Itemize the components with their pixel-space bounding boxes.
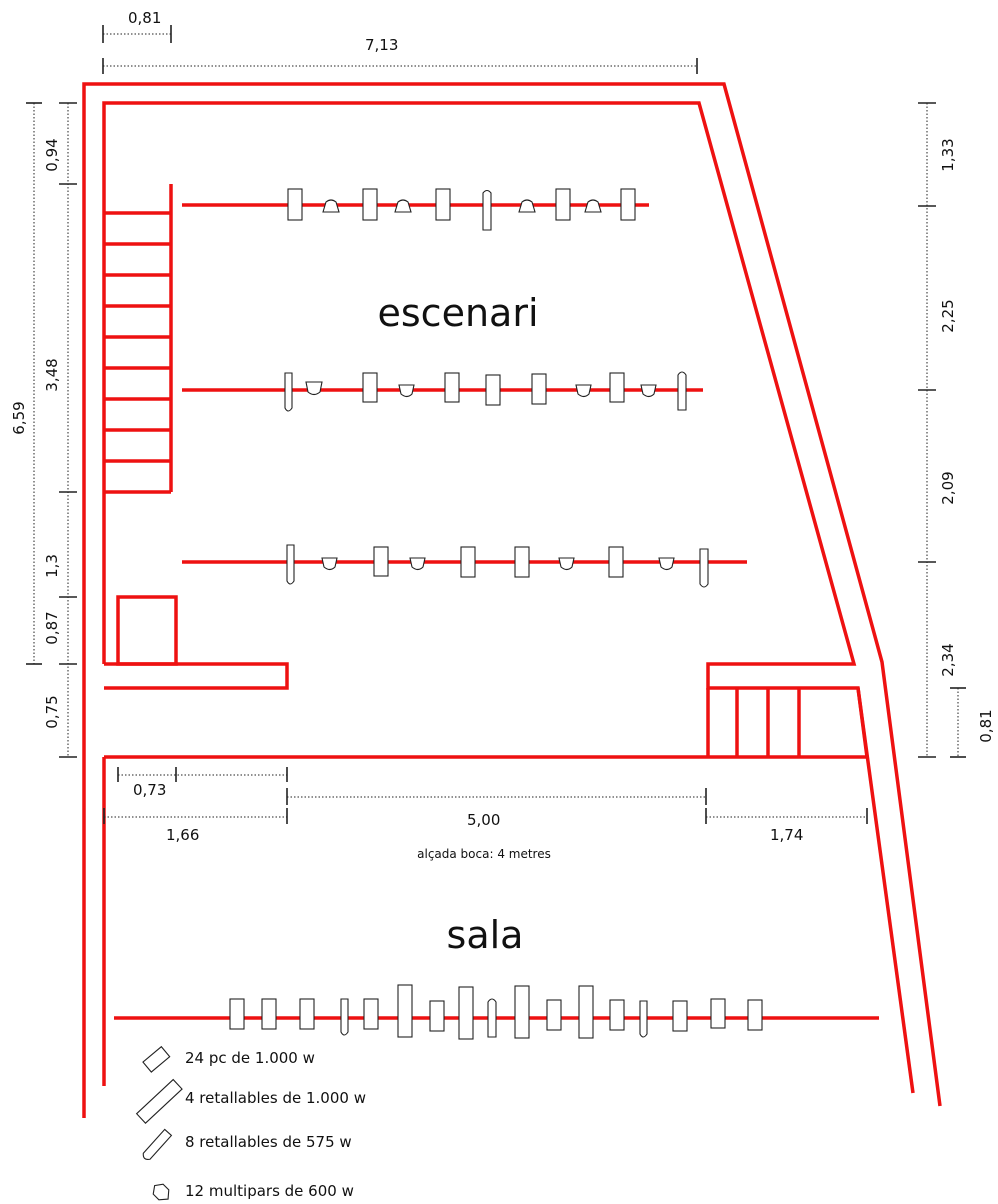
left-small-box [116, 595, 178, 666]
dim-left-4: 0,87 [43, 611, 61, 644]
pc-spot-icon [229, 998, 245, 1030]
legend-text-large-profile: 4 retallables de 1.000 w [185, 1089, 366, 1107]
outer-wall [82, 82, 942, 1118]
legend-item-pc: 24 pc de 1.000 w [142, 1045, 315, 1073]
pc-spot-icon [608, 546, 624, 578]
pc-spot-icon [373, 546, 389, 577]
large-profile-spot-icon [578, 985, 594, 1039]
pc-spot-icon [362, 372, 378, 403]
hall-label: sala [447, 913, 524, 957]
pc-spot-icon [287, 188, 303, 221]
pc-spot-icon [555, 188, 571, 221]
pc-spot-icon [429, 1000, 445, 1032]
right-staircase [706, 688, 801, 757]
pc-spot-icon [299, 998, 315, 1030]
pc-spot-icon [485, 374, 501, 406]
par-can-icon [322, 199, 340, 213]
pc-spot-icon [435, 188, 451, 221]
large-profile-spot-icon [135, 1078, 183, 1124]
pc-spot-icon [546, 999, 562, 1031]
pc-spot-icon [620, 188, 636, 221]
pc-spot-icon [261, 998, 277, 1030]
pc-spot-icon [672, 1000, 688, 1032]
small-profile-spot-icon [482, 189, 492, 231]
dim-bottom-right: 1,74 [770, 826, 803, 844]
dimension-labels: 0,81 7,13 6,59 0,94 3,48 1,3 0,87 0,75 1… [10, 9, 995, 844]
par-can-icon [518, 199, 536, 213]
dim-right-2: 2,25 [939, 299, 957, 332]
par-can-icon [558, 557, 575, 571]
dim-left-total: 6,59 [10, 401, 28, 434]
dim-top-total: 7,13 [365, 36, 398, 54]
small-profile-spot-icon [286, 544, 295, 585]
dim-bottom-left: 1,66 [166, 826, 199, 844]
par-can-icon [398, 384, 415, 398]
inner-wall [102, 101, 869, 758]
pc-spot-icon [710, 998, 726, 1029]
fixtures [229, 188, 763, 1040]
par-can-icon [584, 199, 602, 213]
par-can-icon [394, 199, 412, 213]
legend: 24 pc de 1.000 w 4 retallables de 1.000 … [135, 1045, 366, 1201]
par-can-icon [321, 557, 338, 571]
dim-right-3: 2,09 [939, 471, 957, 504]
dim-left-5: 0,75 [43, 695, 61, 728]
walls [82, 82, 942, 1118]
pc-spot-icon [142, 1045, 171, 1073]
dim-bottom-small: 0,73 [133, 781, 166, 799]
left-platform [104, 662, 289, 690]
dimension-lines [26, 25, 966, 824]
pc-spot-icon [444, 372, 460, 403]
right-wall-hall [856, 687, 915, 1094]
dim-top-small: 0,81 [128, 9, 161, 27]
legend-item-large-profile: 4 retallables de 1.000 w [135, 1078, 366, 1124]
pc-spot-icon [531, 373, 547, 405]
dim-left-2: 3,48 [43, 358, 61, 391]
opening-height-note: alçada boca: 4 metres [417, 847, 551, 861]
pc-spot-icon [609, 999, 625, 1031]
par-can-icon [152, 1183, 170, 1201]
pc-spot-icon [609, 372, 625, 403]
par-can-icon [640, 384, 657, 398]
pc-spot-icon [460, 546, 476, 578]
small-profile-spot-icon [639, 1000, 648, 1038]
pc-spot-icon [363, 998, 379, 1030]
par-can-icon [305, 381, 323, 396]
pc-spot-icon [747, 999, 763, 1031]
small-profile-spot-icon [487, 998, 497, 1038]
small-profile-spot-icon [677, 371, 687, 411]
dim-left-3: 1,3 [43, 554, 61, 578]
legend-text-pc: 24 pc de 1.000 w [185, 1049, 315, 1067]
dim-left-1: 0,94 [43, 138, 61, 171]
large-profile-spot-icon [458, 986, 474, 1040]
left-staircase [104, 184, 173, 494]
legend-item-par: 12 multipars de 600 w [152, 1182, 354, 1201]
dim-right-5: 0,81 [977, 709, 995, 742]
stage-label: escenari [378, 291, 539, 335]
legend-text-small-profile: 8 retallables de 575 w [185, 1133, 352, 1151]
dim-bottom-center: 5,00 [467, 811, 500, 829]
par-can-icon [575, 384, 592, 398]
large-profile-spot-icon [514, 985, 530, 1039]
large-profile-spot-icon [397, 984, 413, 1038]
dim-right-4: 2,34 [939, 643, 957, 676]
pc-spot-icon [514, 546, 530, 578]
dim-right-1: 1,33 [939, 138, 957, 171]
pc-spot-icon [362, 188, 378, 221]
par-can-icon [658, 557, 675, 571]
small-profile-spot-icon [340, 998, 349, 1036]
small-profile-spot-icon [142, 1128, 173, 1161]
small-profile-spot-icon [699, 548, 709, 588]
legend-text-par: 12 multipars de 600 w [185, 1182, 354, 1200]
par-can-icon [409, 557, 426, 571]
legend-item-small-profile: 8 retallables de 575 w [142, 1128, 352, 1161]
small-profile-spot-icon [284, 372, 293, 412]
